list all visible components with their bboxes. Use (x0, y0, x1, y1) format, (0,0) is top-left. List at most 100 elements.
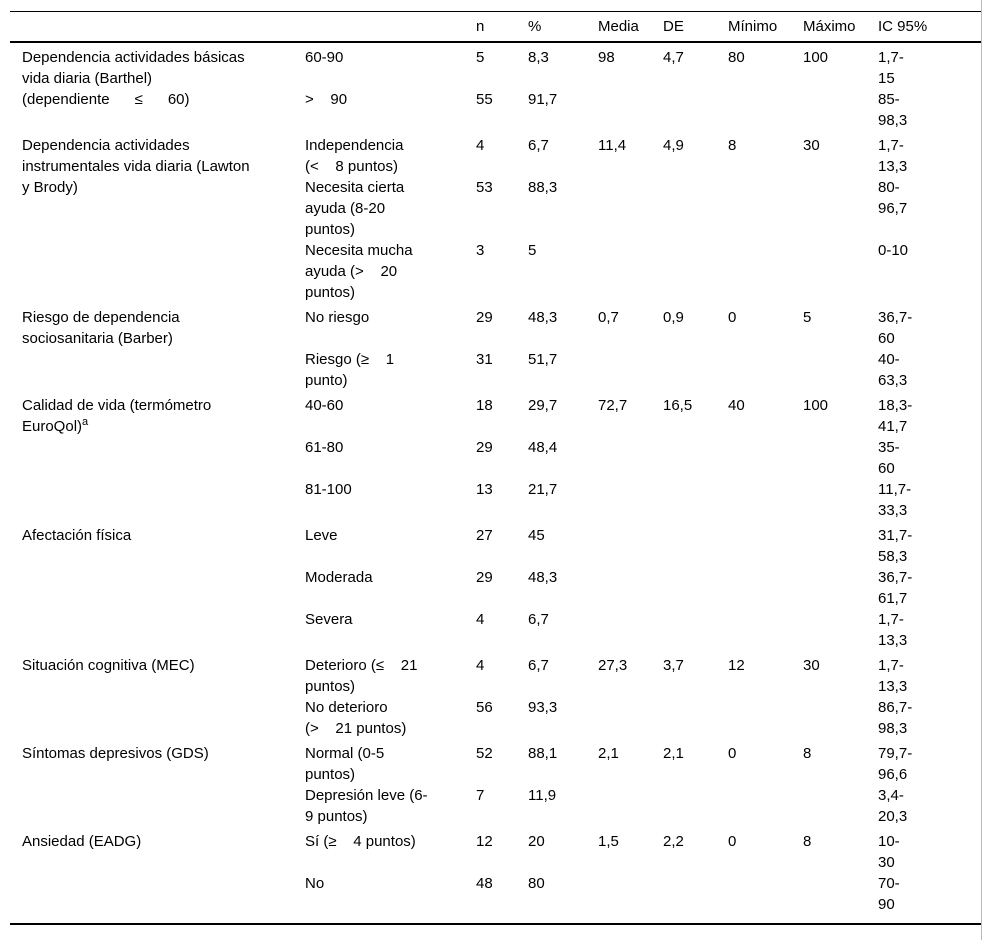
media-cell (598, 437, 663, 479)
pct-cell: 20 (528, 833, 545, 850)
min-cell: 40 (728, 397, 745, 414)
table-row: Moderada 29 48,3 36,7- 61,7 (10, 567, 981, 609)
min-cell (728, 437, 803, 479)
pct-cell: 29,7 (528, 397, 558, 414)
media-cell (598, 697, 663, 739)
table-row: Necesita mucha ayuda (> 20 puntos) 3 5 0-10 (10, 240, 981, 303)
pct-cell: 21,7 (528, 481, 558, 498)
category-cell: 40-60 (305, 397, 344, 414)
n-cell: 48 (476, 875, 493, 892)
n-cell: 12 (476, 833, 493, 850)
de-cell: 2,1 (663, 745, 684, 762)
media-cell (598, 873, 663, 924)
table-row: Riesgo de dependencia sociosanitaria (Ba… (10, 303, 981, 349)
category-cell: > 90 (305, 91, 348, 108)
media-cell: 98 (598, 49, 615, 66)
group-label-cell: Afectación física (10, 521, 305, 651)
ic-cell: 10- 30 (878, 833, 900, 871)
group-label: Dependencia actividades instrumentales v… (22, 137, 250, 196)
table-row: Riesgo (≥ 1 punto) 31 51,7 40- 63,3 (10, 349, 981, 391)
column-header-de: DE (663, 18, 684, 35)
group-label-cell: Calidad de vida (termómetro EuroQol)a (10, 391, 305, 521)
category-cell: 60-90 (305, 49, 344, 66)
category-cell: No (305, 875, 325, 892)
min-cell (728, 567, 803, 609)
group-label: Calidad de vida (termómetro EuroQol) (22, 397, 212, 435)
max-cell (803, 873, 878, 924)
table-row: No deterioro (> 21 puntos) 56 93,3 86,7- 98… (10, 697, 981, 739)
max-cell (803, 89, 878, 131)
column-header-blank-category (305, 12, 476, 43)
group-label-cell: Dependencia actividades básicas vida dia… (10, 42, 305, 131)
table-row: Síntomas depresivos (GDS) Normal (0-5 pun… (10, 739, 981, 785)
group-label: Riesgo de dependencia sociosanitaria (Ba… (22, 309, 180, 347)
max-cell: 8 (803, 745, 812, 762)
de-cell (663, 177, 728, 240)
table-row: Necesita cierta ayuda (8-20 puntos) 53 88,… (10, 177, 981, 240)
ic-cell: 11,7- 33,3 (878, 481, 912, 519)
column-header-n: n (476, 18, 485, 35)
max-cell (803, 437, 878, 479)
media-cell: 1,5 (598, 833, 619, 850)
min-cell: 0 (728, 309, 737, 326)
category-cell: Moderada (305, 569, 373, 586)
de-cell (663, 873, 728, 924)
min-cell (728, 873, 803, 924)
de-cell: 4,9 (663, 137, 684, 154)
media-cell: 2,1 (598, 745, 619, 762)
min-cell: 0 (728, 833, 737, 850)
n-cell: 13 (476, 481, 493, 498)
max-cell (803, 697, 878, 739)
min-cell: 80 (728, 49, 745, 66)
pct-cell: 88,3 (528, 179, 558, 196)
de-cell (663, 349, 728, 391)
category-cell: 61-80 (305, 439, 344, 456)
ic-cell: 1,7- 13,3 (878, 137, 908, 175)
de-cell: 4,7 (663, 49, 684, 66)
n-cell: 5 (476, 49, 485, 66)
ic-cell: 36,7- 60 (878, 309, 913, 347)
column-header-media: Media (598, 18, 639, 35)
pct-cell: 48,3 (528, 569, 558, 586)
ic-cell: 85- 98,3 (878, 91, 908, 129)
table-row: Dependencia actividades instrumentales v… (10, 131, 981, 196)
column-header-max: Máximo (803, 18, 856, 35)
descriptive-statistics-table: n% Media DE Mínimo Máximo IC 95% Dependencia … (10, 11, 981, 925)
table-row: 81-100 13 21,7 11,7- 33,3 (10, 479, 981, 521)
category-cell: Riesgo (≥ 1 punto) (305, 351, 395, 389)
max-cell (803, 521, 878, 567)
ic-cell: 40- 63,3 (878, 351, 908, 389)
table-row: Afectación física Leve 27 45 31,7- 58,3 (10, 521, 981, 567)
min-cell: 0 (728, 745, 737, 762)
ic-cell: 3,4- 20,3 (878, 787, 908, 825)
category-cell: No deterioro (> 21 puntos) (305, 699, 407, 737)
media-cell (598, 521, 663, 567)
media-cell (598, 349, 663, 391)
max-cell: 5 (803, 309, 812, 326)
group-label-cell: Síntomas depresivos (GDS) (10, 739, 305, 827)
min-cell (728, 479, 803, 521)
group-label: Ansiedad (EADG) (22, 833, 142, 850)
category-cell: Deterioro (≤ 21 puntos) (305, 657, 418, 695)
max-cell (803, 177, 878, 240)
ic-cell: 86,7- 98,3 (878, 699, 913, 737)
table-row: Calidad de vida (termómetro EuroQol)a 40-… (10, 391, 981, 437)
min-cell (728, 240, 803, 303)
category-cell: Leve (305, 527, 338, 544)
n-cell: 27 (476, 527, 493, 544)
category-cell: Normal (0-5 puntos) (305, 745, 385, 783)
media-cell: 72,7 (598, 397, 628, 414)
min-cell (728, 609, 803, 651)
pct-cell: 6,7 (528, 137, 549, 154)
group-label-cell: Situación cognitiva (MEC) (10, 651, 305, 739)
pct-cell: 48,4 (528, 439, 558, 456)
table-row: Depresión leve (6- 9 puntos) 7 11,9 3,4- 20… (10, 785, 981, 827)
de-cell: 2,2 (663, 833, 684, 850)
min-cell (728, 785, 803, 827)
column-header-pct: % (528, 18, 542, 35)
category-cell: No riesgo (305, 309, 370, 326)
pct-cell: 48,3 (528, 309, 558, 326)
pct-cell: 6,7 (528, 657, 549, 674)
n-cell: 53 (476, 179, 493, 196)
